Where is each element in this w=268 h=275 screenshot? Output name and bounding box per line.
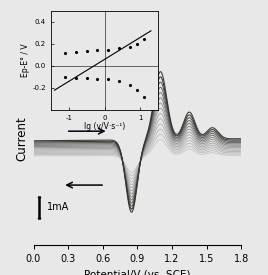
Y-axis label: Ep-E° / V: Ep-E° / V bbox=[21, 44, 30, 77]
Text: 1mA: 1mA bbox=[47, 202, 70, 212]
X-axis label: lg (v/V·s⁻¹): lg (v/V·s⁻¹) bbox=[84, 122, 125, 131]
Y-axis label: Current: Current bbox=[15, 117, 28, 161]
X-axis label: Potential/V (vs. SCE): Potential/V (vs. SCE) bbox=[84, 269, 191, 275]
